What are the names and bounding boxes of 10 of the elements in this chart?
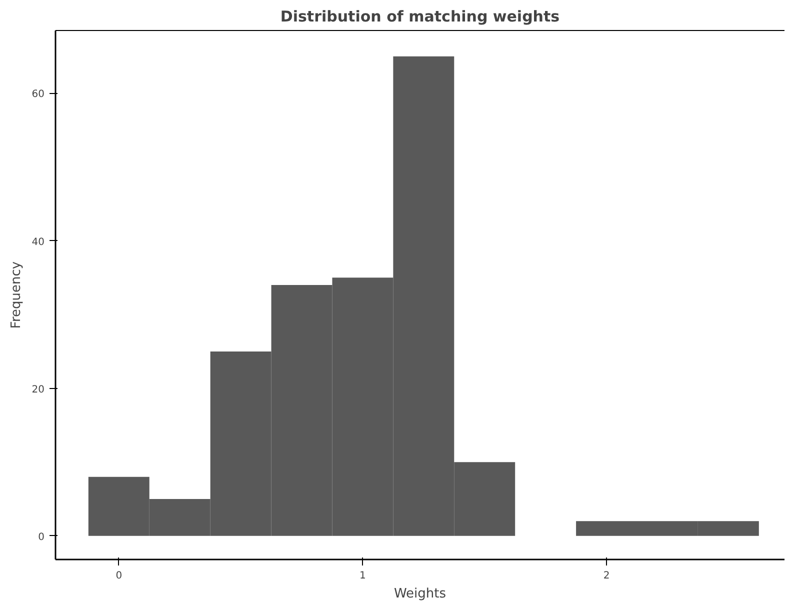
y-tick-label: 40	[32, 236, 45, 248]
x-tick-label: 2	[603, 570, 610, 582]
y-axis-title: Frequency	[8, 261, 24, 329]
y-tick-label: 60	[32, 89, 45, 100]
y-tick-label: 0	[38, 532, 45, 543]
x-tick-label: 0	[116, 570, 122, 582]
x-tick-label: 1	[360, 570, 366, 582]
chart-title: Distribution of matching weights	[280, 8, 560, 26]
x-axis-title: Weights	[394, 586, 446, 602]
y-tick-label: 20	[32, 384, 45, 396]
